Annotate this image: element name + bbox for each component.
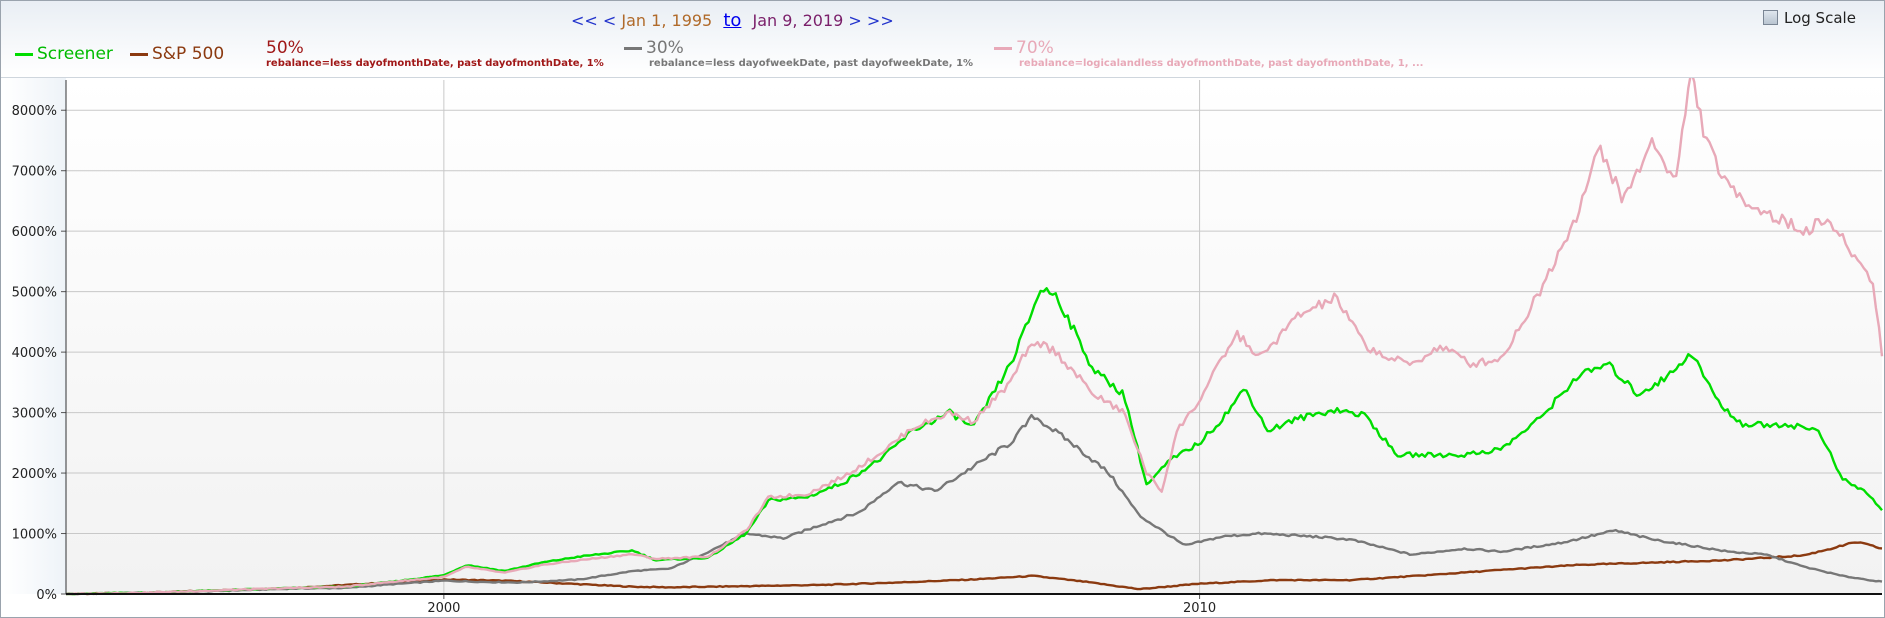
log-scale-toggle[interactable]: Log Scale [1763, 9, 1856, 27]
log-scale-checkbox[interactable] [1763, 10, 1778, 25]
y-tick-label: 3000% [12, 407, 57, 422]
nav-first-button[interactable]: << [571, 11, 598, 30]
y-tick-label: 4000% [12, 346, 57, 361]
legend-swatch [624, 46, 642, 50]
y-tick-label: 7000% [12, 165, 57, 180]
y-tick-label: 8000% [12, 104, 57, 119]
series-line-70[interactable] [66, 78, 1884, 596]
legend-swatch [15, 52, 33, 56]
y-tick-label: 5000% [12, 286, 57, 301]
legend-item-30[interactable]: 30% rebalance=less dayofweekDate, past d… [624, 38, 973, 69]
nav-next-button[interactable]: > [848, 11, 862, 30]
y-tick-label: 0% [36, 588, 57, 603]
y-tick-label: 2000% [12, 467, 57, 482]
legend-item-70[interactable]: 70% rebalance=logicalandless dayofmonthD… [994, 38, 1423, 69]
legend-item-50[interactable]: 50% rebalance=less dayofmonthDate, past … [266, 38, 604, 69]
chart-header: << < Jan 1, 1995 to Jan 9, 2019 > >> Log… [1, 1, 1884, 78]
plot-area [66, 78, 1882, 594]
legend-swatch [994, 46, 1012, 50]
start-date[interactable]: Jan 1, 1995 [621, 11, 713, 30]
nav-last-button[interactable]: >> [866, 11, 894, 30]
legend-label: 30% [646, 38, 684, 58]
legend-item-sp500[interactable]: S&P 500 [130, 44, 224, 64]
x-tick-label: 2010 [1183, 601, 1216, 616]
legend-label: 50% [266, 38, 304, 58]
y-axis-gutter [4, 78, 66, 594]
y-tick-label: 1000% [12, 528, 57, 543]
to-link[interactable]: to [723, 10, 742, 31]
y-tick-label: 6000% [12, 225, 57, 240]
nav-prev-button[interactable]: < [602, 11, 617, 30]
line-chart[interactable]: 0% 1000% 2000% 3000% 4000% 5000% 6000% 7000% 800… [0, 78, 1885, 618]
legend-label: 70% [1016, 38, 1054, 58]
legend-item-screener[interactable]: Screener [15, 44, 113, 64]
end-date[interactable]: Jan 9, 2019 [752, 11, 844, 30]
series-line-30[interactable] [65, 413, 1883, 596]
log-scale-label: Log Scale [1784, 9, 1856, 27]
legend-swatch [130, 52, 148, 56]
legend-desc: rebalance=less dayofmonthDate, past dayo… [266, 58, 604, 69]
legend-desc: rebalance=logicalandless dayofmonthDate,… [1019, 58, 1424, 69]
legend-desc: rebalance=less dayofweekDate, past dayof… [649, 58, 974, 69]
legend-label: S&P 500 [152, 44, 225, 64]
date-range-nav: << < Jan 1, 1995 to Jan 9, 2019 > >> [571, 10, 894, 31]
x-tick-label: 2000 [427, 601, 460, 616]
legend-label: Screener [37, 44, 113, 64]
